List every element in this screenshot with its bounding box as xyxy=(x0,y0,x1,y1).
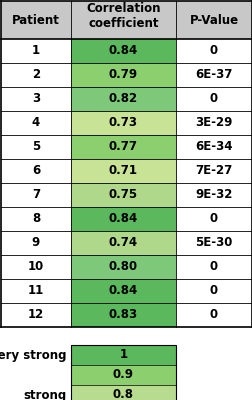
Text: 11: 11 xyxy=(28,284,44,298)
Text: 0.84: 0.84 xyxy=(108,44,138,58)
Bar xyxy=(71,135,175,159)
Text: 0.9: 0.9 xyxy=(113,368,134,382)
Bar xyxy=(71,63,175,87)
Bar xyxy=(175,87,251,111)
Bar xyxy=(1,183,71,207)
Text: P-Value: P-Value xyxy=(189,14,238,26)
Text: 6E-37: 6E-37 xyxy=(195,68,232,82)
Text: 0.71: 0.71 xyxy=(109,164,137,178)
Text: 0.82: 0.82 xyxy=(109,92,138,106)
Text: 6: 6 xyxy=(32,164,40,178)
Bar xyxy=(175,159,251,183)
Bar xyxy=(1,111,71,135)
Text: 7: 7 xyxy=(32,188,40,202)
Bar xyxy=(71,39,175,63)
Bar xyxy=(175,255,251,279)
Text: 2: 2 xyxy=(32,68,40,82)
Bar xyxy=(1,207,71,231)
Text: 0.77: 0.77 xyxy=(109,140,137,154)
Bar xyxy=(71,255,175,279)
Text: 0: 0 xyxy=(209,92,217,106)
Text: 4: 4 xyxy=(32,116,40,130)
Text: 0: 0 xyxy=(209,308,217,322)
Text: 0.83: 0.83 xyxy=(109,308,138,322)
Bar xyxy=(175,111,251,135)
Text: 3: 3 xyxy=(32,92,40,106)
Bar xyxy=(71,87,175,111)
Text: 0.75: 0.75 xyxy=(109,188,138,202)
Bar xyxy=(71,111,175,135)
Text: 1: 1 xyxy=(119,348,127,362)
Text: 0: 0 xyxy=(209,260,217,274)
Bar xyxy=(71,345,175,365)
Bar xyxy=(175,231,251,255)
Text: 7E-27: 7E-27 xyxy=(195,164,232,178)
Bar xyxy=(71,183,175,207)
Bar xyxy=(175,303,251,327)
Text: 0: 0 xyxy=(209,212,217,226)
Bar xyxy=(71,279,175,303)
Bar xyxy=(1,1,251,39)
Text: 0.79: 0.79 xyxy=(109,68,138,82)
Text: 8: 8 xyxy=(32,212,40,226)
Bar xyxy=(71,207,175,231)
Text: 9E-32: 9E-32 xyxy=(195,188,232,202)
Text: 0.80: 0.80 xyxy=(109,260,138,274)
Bar xyxy=(1,87,71,111)
Bar xyxy=(1,39,71,63)
Text: 0.84: 0.84 xyxy=(108,212,138,226)
Text: 5E-30: 5E-30 xyxy=(195,236,232,250)
Bar xyxy=(175,279,251,303)
Text: Patient: Patient xyxy=(12,14,60,26)
Bar xyxy=(1,255,71,279)
Text: 0: 0 xyxy=(209,44,217,58)
Text: 6E-34: 6E-34 xyxy=(195,140,232,154)
Text: Correlation
coefficient: Correlation coefficient xyxy=(86,2,160,30)
Bar xyxy=(71,159,175,183)
Bar xyxy=(71,345,175,400)
Bar xyxy=(1,231,71,255)
Text: 0: 0 xyxy=(209,284,217,298)
Text: 9: 9 xyxy=(32,236,40,250)
Bar xyxy=(1,159,71,183)
Text: very strong: very strong xyxy=(0,348,67,362)
Bar xyxy=(175,207,251,231)
Bar xyxy=(1,279,71,303)
Text: 5: 5 xyxy=(32,140,40,154)
Bar xyxy=(175,183,251,207)
Text: 1: 1 xyxy=(32,44,40,58)
Bar xyxy=(175,135,251,159)
Bar xyxy=(175,39,251,63)
Bar xyxy=(175,63,251,87)
Text: 0.84: 0.84 xyxy=(108,284,138,298)
Text: 0.8: 0.8 xyxy=(113,388,134,400)
Text: 3E-29: 3E-29 xyxy=(195,116,232,130)
Bar xyxy=(71,303,175,327)
Bar xyxy=(71,231,175,255)
Bar xyxy=(1,63,71,87)
Bar xyxy=(71,365,175,385)
Bar xyxy=(71,385,175,400)
Text: 10: 10 xyxy=(28,260,44,274)
Bar xyxy=(1,135,71,159)
Text: strong: strong xyxy=(24,388,67,400)
Text: 0.73: 0.73 xyxy=(109,116,137,130)
Text: 0.74: 0.74 xyxy=(109,236,138,250)
Text: 12: 12 xyxy=(28,308,44,322)
Bar xyxy=(1,303,71,327)
